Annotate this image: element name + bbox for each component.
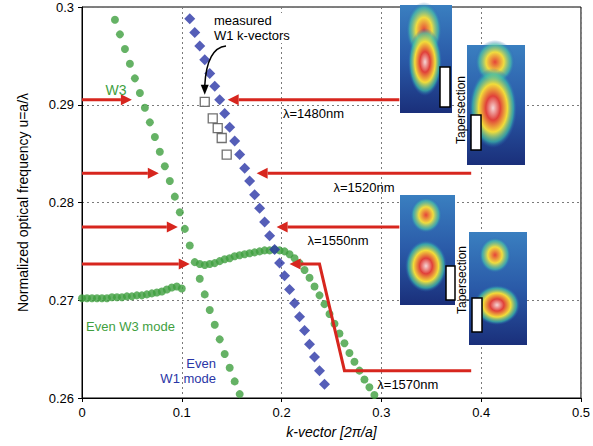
svg-text:0.3: 0.3 (56, 0, 74, 15)
svg-text:Tapersection: Tapersection (454, 76, 468, 144)
svg-text:λ=1570nm: λ=1570nm (377, 377, 438, 392)
svg-text:Tapersection: Tapersection (455, 246, 469, 314)
svg-text:λ=1550nm: λ=1550nm (307, 233, 368, 248)
svg-text:0.29: 0.29 (49, 97, 74, 112)
svg-text:0.5: 0.5 (572, 405, 590, 420)
svg-text:0.4: 0.4 (472, 405, 490, 420)
svg-text:Even: Even (186, 356, 216, 371)
svg-text:W1 mode: W1 mode (160, 371, 216, 386)
svg-text:W1 k-vectors: W1 k-vectors (214, 28, 290, 43)
svg-text:0.2: 0.2 (273, 405, 291, 420)
svg-text:Even W3 mode: Even W3 mode (86, 319, 175, 334)
svg-text:0: 0 (78, 405, 85, 420)
svg-text:0.3: 0.3 (372, 405, 390, 420)
svg-text:k-vector [2π/a]: k-vector [2π/a] (286, 424, 377, 440)
svg-text:0.28: 0.28 (49, 195, 74, 210)
svg-text:0.27: 0.27 (49, 293, 74, 308)
svg-text:λ=1520nm: λ=1520nm (333, 180, 394, 195)
svg-text:W3: W3 (106, 82, 127, 98)
svg-text:Normalized optical frequency u: Normalized optical frequency u=a/λ (15, 93, 31, 312)
svg-text:0.1: 0.1 (173, 405, 191, 420)
svg-text:measured: measured (214, 13, 272, 28)
svg-text:λ=1480nm: λ=1480nm (283, 106, 344, 121)
svg-text:0.26: 0.26 (49, 391, 74, 406)
